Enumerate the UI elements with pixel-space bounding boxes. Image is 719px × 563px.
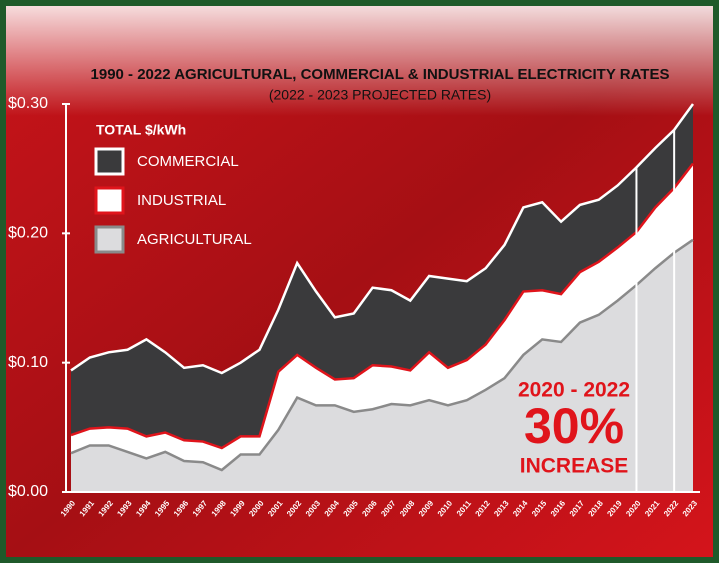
legend-title: TOTAL $/kWh xyxy=(96,122,186,138)
background-fade xyxy=(6,6,713,116)
legend-label: AGRICULTURAL xyxy=(137,231,252,248)
legend-swatch xyxy=(94,147,125,176)
annotation: 2020 - 2022 xyxy=(518,379,630,402)
chart-subtitle: (2022 - 2023 PROJECTED RATES) xyxy=(269,87,491,103)
y-tick-label: $0.10 xyxy=(8,354,48,371)
area xyxy=(71,239,693,492)
annotation: 30% xyxy=(524,398,624,454)
annotation: INCREASE xyxy=(520,455,629,478)
y-tick-label: $0.30 xyxy=(8,95,48,112)
legend-swatch xyxy=(94,225,125,254)
legend-label: COMMERCIAL xyxy=(137,153,239,170)
area-line xyxy=(70,103,695,375)
legend-label: INDUSTRIAL xyxy=(137,192,226,209)
y-tick-label: $0.00 xyxy=(8,483,48,500)
y-tick-label: $0.20 xyxy=(8,225,48,242)
legend-swatch xyxy=(94,186,125,215)
chart-title: 1990 - 2022 AGRICULTURAL, COMMERCIAL & I… xyxy=(91,66,670,83)
area-line xyxy=(70,162,694,450)
area-line xyxy=(70,238,694,472)
